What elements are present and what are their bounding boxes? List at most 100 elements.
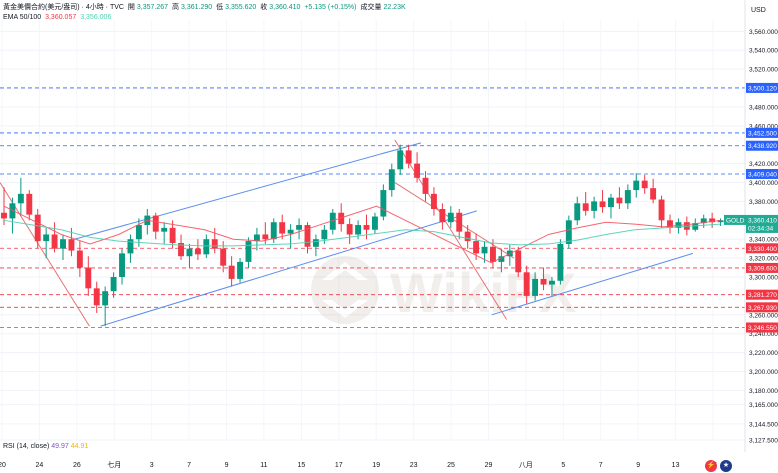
low-value: 3,355.620 (225, 4, 257, 11)
candle-body (515, 250, 522, 273)
x-tick-label: 20 (0, 462, 6, 469)
candle-body (667, 220, 673, 228)
level-tag (746, 140, 778, 151)
candle-body (93, 288, 100, 306)
candle-body (169, 227, 176, 243)
currency-label: USD (751, 7, 766, 14)
x-tick-label: 19 (372, 462, 380, 469)
candle-body (447, 212, 454, 223)
candle-body (312, 239, 319, 247)
candle-body (51, 234, 58, 249)
candle-body (464, 231, 471, 242)
candle-body (700, 218, 707, 224)
candle-body (498, 256, 505, 262)
y-tick-label: 3,320.000 (749, 256, 778, 263)
x-tick-label: 七月 (107, 460, 121, 469)
candle-body (304, 225, 311, 247)
candle-body (633, 180, 640, 191)
candle-body (26, 193, 33, 215)
level-tag (746, 243, 778, 254)
x-tick-label: 26 (73, 462, 81, 469)
candle-body (397, 150, 404, 170)
ema-50-line (3, 205, 721, 264)
candle-body (717, 220, 724, 223)
ema-legend[interactable]: EMA 50/100 3,360.057 3,356.006 (3, 13, 113, 22)
x-tick-label: 9 (636, 462, 640, 469)
candle-body (599, 201, 606, 208)
ema100-value: 3,356.006 (80, 14, 112, 21)
chart-grid (0, 20, 745, 441)
candle-body (178, 242, 184, 257)
candle-body (380, 190, 387, 217)
candle-body (650, 188, 657, 200)
y-tick-label: 3,240.000 (749, 331, 778, 338)
x-tick-label: 15 (297, 462, 305, 469)
candle-body (540, 278, 547, 285)
candle-body (641, 180, 648, 189)
level-tag (746, 127, 778, 138)
level-tag-label: 3,330.400 (748, 246, 777, 253)
candlestick-series (1, 144, 724, 327)
candle-body (85, 267, 92, 289)
level-tag (746, 322, 778, 333)
y-tick-label: 3,380.000 (749, 199, 778, 206)
candle-body (557, 243, 564, 281)
candle-body (363, 225, 370, 230)
x-tick-label: 23 (410, 462, 418, 469)
rsi-legend[interactable]: RSI (14, close) 49.97 44.91 (3, 443, 88, 450)
candle-body (414, 163, 421, 178)
down-channel-line (394, 139, 508, 320)
candle-body (574, 203, 581, 221)
time-axis[interactable]: 202426七月37911151719232529八月5791315 (0, 460, 717, 469)
flash-icon[interactable]: ⚡ (705, 460, 717, 472)
x-tick-label: 5 (561, 462, 565, 469)
candle-body (220, 248, 227, 266)
channel-upper-line (74, 142, 422, 240)
candle-body (152, 215, 159, 232)
candle-body (355, 225, 362, 235)
candle-body (371, 216, 378, 230)
candle-body (321, 229, 328, 240)
rsi-value-1: 49.97 (51, 443, 69, 450)
candle-body (287, 229, 294, 234)
x-tick-label: 13 (672, 462, 680, 469)
candle-body (253, 234, 260, 242)
candle-body (405, 150, 412, 164)
x-tick-label: 24 (36, 462, 44, 469)
x-tick-label: 7 (187, 462, 191, 469)
candle-body (237, 261, 243, 279)
candle-body (43, 234, 50, 242)
flag-icon[interactable]: ★ (720, 460, 732, 472)
y-tick-label: 3,420.000 (749, 161, 778, 168)
level-tag-label: 3,438.920 (748, 143, 777, 150)
ema-100-line (3, 219, 721, 247)
candle-body (549, 280, 555, 285)
watermark-logo: WikiFX (311, 256, 576, 324)
symbol-tag (724, 214, 746, 225)
candle-body (422, 177, 429, 194)
candle-body (1, 212, 7, 219)
x-tick-label: 25 (447, 462, 455, 469)
symbol-title[interactable]: 黃金美價合約(美元/盎司) · 4小時 · TVC (3, 4, 124, 11)
change-value: +5.135 (+0.15%) (304, 4, 357, 11)
candle-body (490, 246, 496, 262)
x-tick-label: 3 (150, 462, 154, 469)
svg-text:WikiFX: WikiFX (390, 261, 576, 324)
candle-body (481, 246, 488, 254)
level-tag (746, 82, 778, 93)
y-tick-label: 3,260.000 (749, 312, 778, 319)
y-tick-label: 3,300.000 (749, 275, 778, 282)
level-tag-label: 3,500.120 (748, 85, 777, 92)
level-tag-label: 3,409.040 (748, 171, 777, 178)
y-tick-label: 3,340.000 (749, 237, 778, 244)
y-tick-label: 3,560.000 (749, 29, 778, 36)
candle-body (591, 201, 598, 211)
flag-icons[interactable]: ⚡ ★ (705, 454, 735, 472)
ema-lines (3, 205, 721, 264)
price-axis[interactable]: USD 3,560.000 3,540.000 3,520.000 3,480.000 3… (724, 0, 778, 452)
candle-body (565, 220, 572, 244)
current-price-label: 3,360.410 (748, 217, 777, 224)
candle-body (186, 248, 193, 257)
volume-value: 22.23K (383, 4, 406, 11)
